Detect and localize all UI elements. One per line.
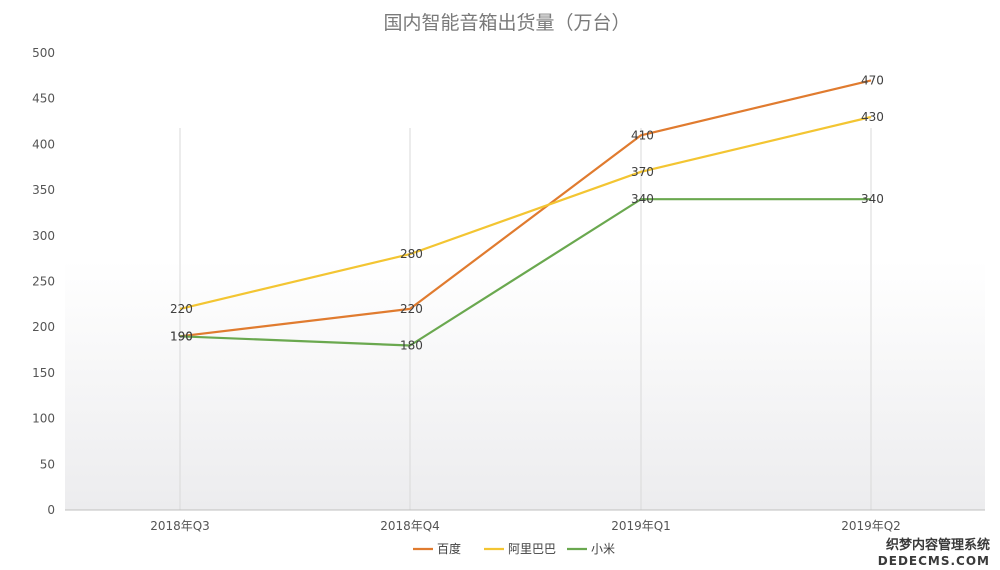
y-tick-label: 300 bbox=[32, 229, 55, 243]
data-label: 190 bbox=[170, 329, 193, 343]
data-label: 340 bbox=[631, 192, 654, 206]
data-label: 340 bbox=[861, 192, 884, 206]
y-tick-label: 250 bbox=[32, 275, 55, 289]
y-tick-label: 500 bbox=[32, 46, 55, 60]
data-label: 220 bbox=[170, 302, 193, 316]
y-tick-label: 400 bbox=[32, 137, 55, 151]
data-label: 410 bbox=[631, 128, 654, 142]
legend-label: 阿里巴巴 bbox=[508, 542, 556, 556]
data-label: 430 bbox=[861, 110, 884, 124]
y-tick-label: 50 bbox=[40, 457, 55, 471]
series-lines bbox=[179, 79, 872, 347]
legend-label: 百度 bbox=[437, 541, 461, 556]
data-label: 280 bbox=[400, 247, 423, 261]
series-line-3 bbox=[179, 198, 871, 347]
chart-title: 国内智能音箱出货量（万台） bbox=[383, 12, 630, 34]
y-tick-label: 0 bbox=[47, 503, 55, 517]
watermark-line2: DEDECMS.COM bbox=[878, 554, 990, 568]
y-tick-label: 100 bbox=[32, 412, 55, 426]
data-label: 220 bbox=[400, 302, 423, 316]
x-axis: 2018年Q3 2018年Q4 2019年Q1 2019年Q2 bbox=[150, 519, 901, 533]
data-label: 190 bbox=[170, 329, 193, 343]
watermark: 织梦内容管理系统 DEDECMS.COM bbox=[878, 537, 990, 568]
x-tick-label: 2018年Q3 bbox=[150, 519, 210, 533]
plot-background bbox=[65, 260, 985, 510]
watermark-line1: 织梦内容管理系统 bbox=[886, 537, 990, 553]
x-tick-label: 2019年Q2 bbox=[841, 519, 901, 533]
x-tick-label: 2018年Q4 bbox=[380, 519, 440, 533]
data-label: 370 bbox=[631, 165, 654, 179]
y-tick-label: 150 bbox=[32, 366, 55, 380]
gridlines bbox=[179, 128, 872, 510]
y-tick-label: 200 bbox=[32, 320, 55, 334]
y-axis: 0 50 100 150 200 250 300 350 400 450 500 bbox=[32, 46, 55, 517]
legend-label: 小米 bbox=[591, 542, 615, 556]
x-tick-label: 2019年Q1 bbox=[611, 519, 671, 533]
series-line-1 bbox=[179, 79, 872, 338]
legend: 百度 阿里巴巴 小米 bbox=[413, 541, 615, 556]
data-label: 180 bbox=[400, 338, 423, 352]
y-tick-label: 350 bbox=[32, 183, 55, 197]
series-line-2 bbox=[179, 115, 872, 310]
y-tick-label: 450 bbox=[32, 92, 55, 106]
data-label: 470 bbox=[861, 73, 884, 87]
